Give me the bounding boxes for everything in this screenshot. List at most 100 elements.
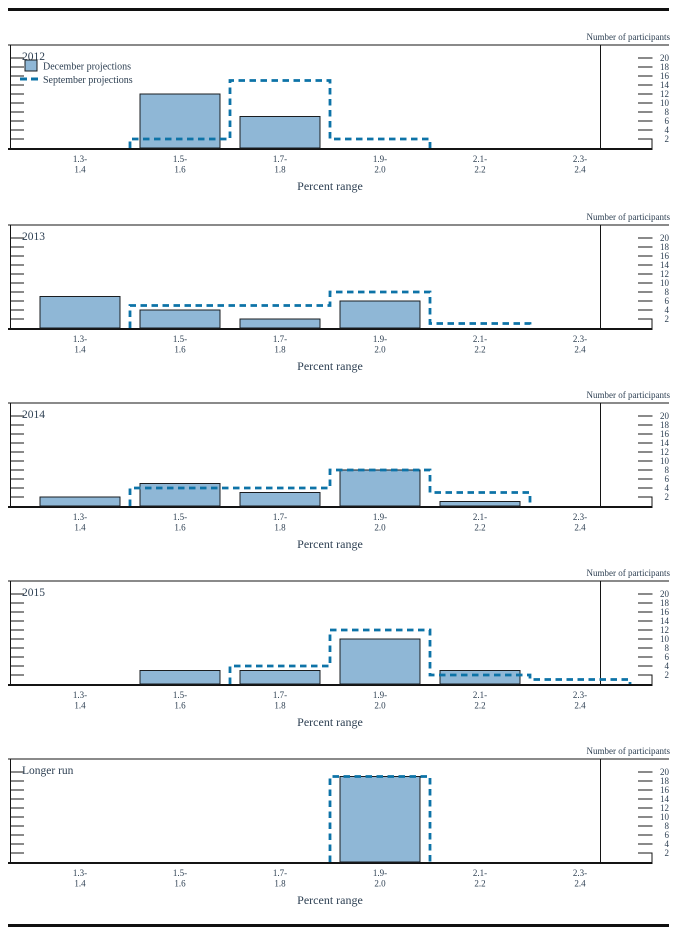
y-tick-label: 6 (665, 830, 670, 840)
y-tick-label: 8 (665, 821, 670, 831)
x-tick-label-bottom: 1.8 (274, 345, 286, 355)
x-tick-label-bottom: 1.8 (274, 523, 286, 533)
x-tick-label-top: 1.9- (373, 154, 387, 164)
bottom-border-rule (8, 924, 669, 927)
x-tick-label-top: 1.5- (173, 868, 187, 878)
december-bar-1.5-1.6 (139, 309, 221, 329)
december-bar-1.9-2.0 (339, 469, 421, 507)
y-tick-label: 14 (660, 438, 670, 448)
y-tick-label: 14 (660, 80, 670, 90)
x-tick-label-bottom: 2.2 (474, 165, 485, 175)
december-bar-1.3-1.4 (39, 496, 121, 507)
x-tick-label-top: 2.1- (473, 334, 487, 344)
x-tick-label-bottom: 1.4 (74, 165, 86, 175)
y-tick-label: 20 (660, 767, 670, 777)
y-tick-label: 20 (660, 233, 670, 243)
x-tick-label-bottom: 2.0 (374, 345, 386, 355)
december-bar-1.9-2.0 (339, 638, 421, 685)
december-bar-1.7-1.8 (239, 492, 321, 507)
x-tick-label-top: 2.1- (473, 154, 487, 164)
y-tick-label: 4 (665, 305, 670, 315)
x-axis-title: Percent range (297, 179, 363, 193)
y-tick-label: 12 (660, 269, 669, 279)
x-tick-label-top: 1.7- (273, 512, 287, 522)
december-bar-1.3-1.4 (39, 296, 121, 329)
y-tick-label: 20 (660, 53, 670, 63)
september-outline (128, 468, 532, 506)
y-tick-label: 18 (660, 776, 670, 786)
y-tick-label: 8 (665, 465, 670, 475)
chart-2012: Number of participants246810121416182020… (8, 32, 671, 193)
x-tick-label-bottom: 2.2 (474, 523, 485, 533)
legend-december-swatch (24, 59, 38, 72)
x-tick-label-top: 1.3- (73, 690, 87, 700)
y-tick-label: 16 (660, 785, 670, 795)
x-axis-title: Percent range (297, 893, 363, 907)
x-tick-label-bottom: 2.0 (374, 701, 386, 711)
september-outline (128, 79, 432, 148)
x-tick-label-top: 1.3- (73, 334, 87, 344)
y-tick-label: 14 (660, 260, 670, 270)
x-tick-label-top: 1.3- (73, 512, 87, 522)
right-axis-title: Number of participants (587, 746, 671, 756)
x-tick-label-bottom: 2.4 (574, 879, 586, 889)
x-tick-label-top: 2.3- (573, 334, 587, 344)
x-tick-label-bottom: 1.6 (174, 701, 186, 711)
y-tick-label: 10 (660, 278, 670, 288)
right-axis-title: Number of participants (587, 32, 671, 42)
x-tick-label-bottom: 2.4 (574, 345, 586, 355)
panel-title: Longer run (22, 765, 74, 777)
september-outline (228, 628, 632, 684)
x-tick-label-top: 1.5- (173, 512, 187, 522)
x-axis-title: Percent range (297, 715, 363, 729)
y-tick-label: 8 (665, 287, 670, 297)
x-tick-label-top: 1.3- (73, 868, 87, 878)
y-tick-label: 16 (660, 251, 670, 261)
september-outline (128, 290, 532, 328)
x-tick-label-top: 1.7- (273, 690, 287, 700)
y-tick-label: 6 (665, 296, 670, 306)
december-bar-1.9-2.0 (339, 300, 421, 329)
x-tick-label-top: 1.5- (173, 690, 187, 700)
y-tick-label: 10 (660, 634, 670, 644)
december-bar-2.1-2.2 (439, 501, 521, 507)
x-tick-label-bottom: 2.2 (474, 701, 485, 711)
top-border-rule (8, 8, 669, 11)
x-tick-label-bottom: 1.6 (174, 345, 186, 355)
x-tick-label-top: 2.1- (473, 868, 487, 878)
x-tick-label-bottom: 2.4 (574, 165, 586, 175)
y-tick-label: 8 (665, 643, 670, 653)
y-tick-label: 18 (660, 62, 670, 72)
x-axis-title: Percent range (297, 359, 363, 373)
december-bar-1.7-1.8 (239, 116, 321, 149)
x-tick-label-top: 1.9- (373, 334, 387, 344)
x-tick-label-bottom: 1.4 (74, 879, 86, 889)
december-bar-1.7-1.8 (239, 670, 321, 685)
september-outline (328, 775, 432, 862)
x-tick-label-bottom: 2.4 (574, 523, 586, 533)
y-tick-label: 4 (665, 483, 670, 493)
x-tick-label-top: 1.9- (373, 512, 387, 522)
x-tick-label-bottom: 1.8 (274, 165, 286, 175)
y-tick-label: 8 (665, 107, 670, 117)
x-tick-label-top: 1.7- (273, 868, 287, 878)
panel-2015: Number of participants 2 4 6 8 10 12 14 16 18 20 20… (0, 561, 677, 751)
x-tick-label-bottom: 2.2 (474, 879, 485, 889)
y-tick-label: 2 (665, 314, 670, 324)
x-tick-label-top: 1.5- (173, 154, 187, 164)
y-tick-label: 6 (665, 116, 670, 126)
right-axis-title: Number of participants (587, 390, 671, 400)
y-tick-label: 6 (665, 474, 670, 484)
december-bar-1.9-2.0 (339, 776, 421, 863)
right-axis-title: Number of participants (587, 568, 671, 578)
panel-title: 2015 (22, 587, 45, 599)
x-tick-label-top: 2.3- (573, 690, 587, 700)
y-tick-label: 2 (665, 848, 670, 858)
y-tick-label: 10 (660, 812, 670, 822)
panel-2014: Number of participants 2 4 6 8 10 12 14 16 18 20 20… (0, 383, 677, 573)
panel-2013: Number of participants 2 4 6 8 10 12 14 16 18 20 20… (0, 205, 677, 395)
y-tick-label: 14 (660, 616, 670, 626)
